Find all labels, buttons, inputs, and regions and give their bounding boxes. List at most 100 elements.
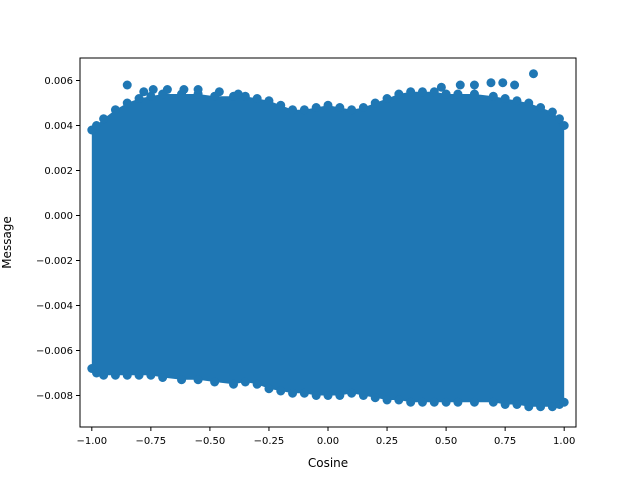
scatter-point-outlier bbox=[469, 80, 479, 90]
y-tick-label: −0.006 bbox=[36, 346, 73, 357]
scatter-point-outlier bbox=[179, 85, 189, 94]
scatter-point-outlier bbox=[148, 85, 158, 94]
scatter-point bbox=[323, 100, 333, 110]
x-tick-label: −0.25 bbox=[254, 436, 285, 447]
scatter-point bbox=[370, 393, 380, 403]
scatter-point bbox=[406, 87, 416, 97]
scatter-point bbox=[382, 94, 392, 103]
scatter-point-outlier bbox=[139, 87, 149, 97]
scatter-point bbox=[299, 105, 309, 115]
scatter-point-outlier bbox=[122, 80, 132, 90]
scatter-point bbox=[441, 89, 451, 99]
scatter-point-outlier bbox=[214, 87, 224, 97]
scatter-point bbox=[347, 105, 357, 115]
scatter-point bbox=[240, 377, 250, 387]
scatter-point bbox=[193, 375, 203, 385]
scatter-point bbox=[264, 96, 274, 106]
scatter-point bbox=[210, 377, 220, 387]
scatter-point bbox=[335, 103, 345, 112]
scatter-point bbox=[252, 94, 262, 103]
scatter-point bbox=[469, 89, 479, 99]
scatter-point bbox=[288, 388, 298, 398]
scatter-point bbox=[441, 397, 451, 407]
scatter-point bbox=[559, 397, 569, 407]
scatter-point bbox=[536, 103, 546, 112]
x-axis-label: Cosine bbox=[308, 456, 348, 470]
scatter-point bbox=[288, 105, 298, 115]
x-tick-label: −0.75 bbox=[136, 436, 167, 447]
scatter-point bbox=[323, 391, 333, 400]
scatter-point bbox=[299, 388, 309, 398]
scatter-point-outlier bbox=[193, 85, 203, 94]
scatter-point bbox=[134, 370, 144, 380]
scatter-point bbox=[500, 94, 510, 103]
scatter-point bbox=[240, 91, 250, 101]
scatter-point bbox=[536, 402, 546, 412]
scatter-point bbox=[524, 98, 534, 108]
scatter-point bbox=[92, 368, 102, 378]
x-tick-label: −1.00 bbox=[76, 436, 107, 447]
scatter-point bbox=[488, 91, 498, 101]
scatter-point bbox=[252, 379, 262, 389]
scatter-point bbox=[110, 370, 120, 380]
y-tick-label: 0.006 bbox=[44, 76, 73, 87]
x-tick-label: 0.75 bbox=[494, 436, 516, 447]
scatter-point bbox=[276, 100, 286, 110]
scatter-point-outlier bbox=[510, 80, 520, 90]
scatter-point bbox=[453, 89, 463, 99]
scatter-point bbox=[122, 370, 132, 380]
scatter-point bbox=[382, 395, 392, 405]
scatter-point bbox=[453, 397, 463, 407]
scatter-point-outlier bbox=[498, 78, 508, 88]
x-tick-label: 1.00 bbox=[553, 436, 575, 447]
x-tick-label: 0.25 bbox=[376, 436, 398, 447]
scatter-point-outlier bbox=[436, 82, 446, 92]
scatter-point bbox=[229, 379, 239, 389]
scatter-point bbox=[358, 103, 368, 112]
scatter-point-outlier bbox=[528, 69, 538, 79]
scatter-point bbox=[347, 388, 357, 398]
scatter-point bbox=[547, 107, 557, 117]
scatter-point bbox=[417, 397, 427, 407]
scatter-point bbox=[417, 87, 427, 97]
scatter-point bbox=[524, 402, 534, 412]
scatter-cloud-fill bbox=[91, 91, 565, 407]
scatter-point bbox=[177, 375, 187, 385]
scatter-point bbox=[92, 121, 102, 130]
x-tick-label: −0.50 bbox=[195, 436, 226, 447]
scatter-point bbox=[99, 114, 109, 124]
scatter-point bbox=[122, 98, 132, 108]
y-tick-label: −0.002 bbox=[36, 256, 73, 267]
y-tick-label: −0.004 bbox=[36, 301, 73, 312]
scatter-point bbox=[488, 397, 498, 407]
scatter-point-outlier bbox=[455, 80, 465, 90]
scatter-point bbox=[99, 370, 109, 380]
y-tick-label: 0.002 bbox=[44, 166, 73, 177]
y-axis-label: Message bbox=[0, 216, 14, 269]
scatter-point bbox=[358, 391, 368, 400]
scatter-point bbox=[394, 89, 404, 99]
y-tick-label: −0.008 bbox=[36, 391, 73, 402]
scatter-point-outlier bbox=[162, 85, 172, 94]
scatter-point bbox=[512, 400, 522, 409]
scatter-point bbox=[500, 400, 510, 409]
y-axis: −0.008 −0.006 −0.004 −0.002 0.000 0.002 0.004 0… bbox=[36, 76, 80, 402]
scatter-point bbox=[554, 114, 564, 124]
scatter-point bbox=[264, 384, 274, 394]
scatter-point bbox=[512, 96, 522, 106]
x-tick-label: 0.50 bbox=[435, 436, 457, 447]
y-tick-label: 0.000 bbox=[44, 211, 73, 222]
scatter-point bbox=[158, 373, 168, 382]
scatter-point bbox=[276, 386, 286, 396]
scatter-point bbox=[559, 121, 569, 130]
scatter-point bbox=[394, 395, 404, 405]
x-tick-label: 0.00 bbox=[317, 436, 339, 447]
scatter-point bbox=[469, 397, 479, 407]
scatter-point bbox=[370, 98, 380, 108]
x-axis: −1.00 −0.75 −0.50 −0.25 0.00 0.25 0.50 0.75 1.00 bbox=[76, 427, 575, 447]
scatter-point bbox=[146, 370, 156, 380]
scatter-point-outlier bbox=[486, 78, 496, 88]
scatter-point bbox=[335, 391, 345, 400]
